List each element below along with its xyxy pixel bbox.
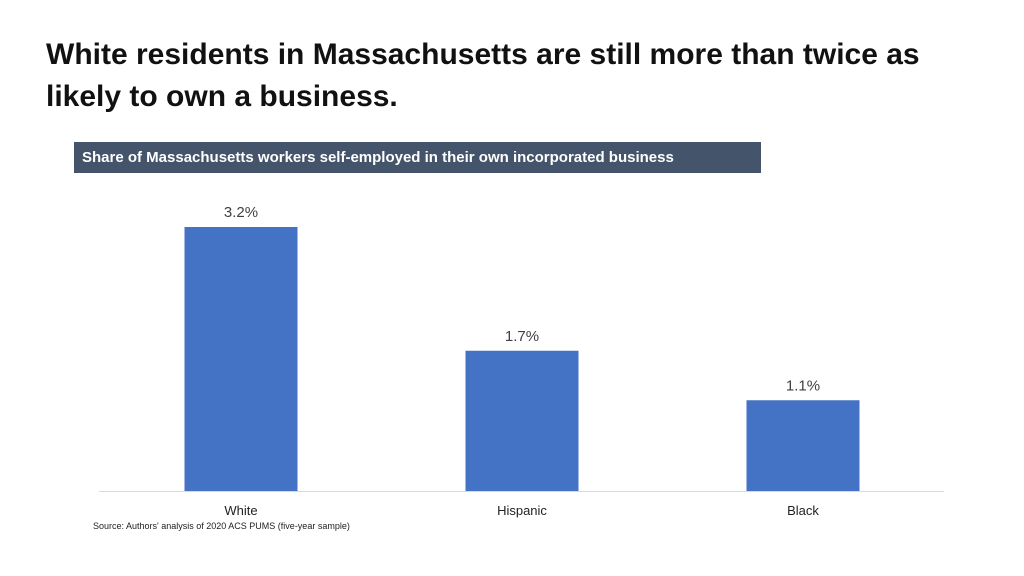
category-label-white: White bbox=[224, 503, 257, 518]
page-title: White residents in Massachusetts are sti… bbox=[46, 38, 920, 113]
source-note: Source: Authors' analysis of 2020 ACS PU… bbox=[93, 521, 350, 531]
data-label-hispanic: 1.7% bbox=[505, 328, 539, 345]
bar-black bbox=[746, 400, 860, 491]
chart-subtitle-banner: Share of Massachusetts workers self-empl… bbox=[74, 142, 761, 173]
bars-layer: 3.2% White 1.7% Hispanic 1.1% Black bbox=[184, 204, 860, 518]
data-label-black: 1.1% bbox=[786, 377, 820, 394]
category-label-black: Black bbox=[787, 503, 819, 518]
bar-hispanic bbox=[465, 350, 579, 491]
bar-white bbox=[184, 227, 298, 491]
category-label-hispanic: Hispanic bbox=[497, 503, 547, 518]
data-label-white: 3.2% bbox=[224, 204, 258, 221]
